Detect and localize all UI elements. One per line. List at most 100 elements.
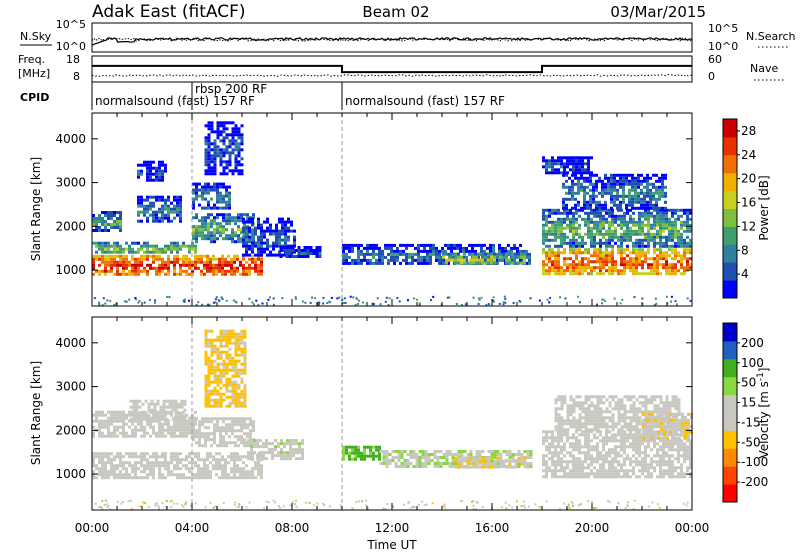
data-cell	[572, 159, 575, 163]
data-cell	[659, 220, 662, 224]
data-cell	[548, 272, 551, 276]
data-cell	[635, 263, 638, 267]
data-cell	[632, 217, 635, 221]
data-cell	[204, 374, 208, 378]
data-cell	[216, 121, 220, 125]
data-cell	[288, 255, 292, 258]
data-cell	[216, 222, 219, 226]
data-cell	[623, 463, 626, 467]
data-cell	[587, 162, 590, 166]
data-cell	[245, 464, 248, 468]
data-cell	[560, 469, 563, 473]
data-cell	[451, 252, 454, 256]
data-cell	[378, 454, 381, 458]
data-cell	[393, 252, 396, 256]
data-cell	[441, 258, 444, 262]
data-cell	[116, 425, 119, 429]
data-cell	[632, 223, 635, 227]
data-cell	[578, 156, 581, 160]
data-cell	[623, 469, 626, 473]
data-cell	[134, 272, 137, 276]
data-cell	[215, 464, 218, 468]
data-cell	[293, 238, 296, 242]
data-cell	[421, 453, 425, 456]
data-cell	[195, 188, 198, 192]
data-cell	[140, 452, 143, 456]
data-cell	[143, 467, 146, 471]
data-cell	[542, 266, 545, 270]
data-cell	[674, 251, 677, 255]
data-cell	[505, 453, 509, 456]
data-cell	[366, 252, 369, 256]
data-cell	[122, 254, 125, 258]
speckle-cell	[166, 296, 169, 299]
data-cell	[505, 465, 509, 469]
data-cell	[658, 206, 661, 210]
data-cell	[631, 173, 634, 177]
data-cell	[318, 252, 322, 255]
data-cell	[137, 172, 140, 176]
data-cell	[348, 246, 351, 250]
data-cell	[638, 226, 641, 230]
data-cell	[206, 470, 209, 474]
data-cell	[489, 243, 492, 247]
data-cell	[101, 257, 104, 261]
colorbar-frame	[722, 118, 738, 299]
data-cell	[225, 160, 229, 164]
data-cell	[225, 216, 228, 220]
data-cell	[113, 223, 116, 226]
data-cell	[171, 399, 175, 403]
data-cell	[98, 226, 101, 229]
data-cell	[234, 335, 238, 339]
speckle-cell	[559, 296, 562, 299]
data-cell	[164, 461, 167, 465]
data-cell	[219, 163, 223, 167]
colorbar-tick-label: 28	[741, 124, 756, 138]
data-cell	[565, 206, 568, 210]
data-cell	[222, 350, 226, 354]
data-cell	[219, 344, 223, 348]
data-cell	[653, 226, 656, 230]
data-cell	[629, 232, 632, 236]
data-cell	[212, 269, 215, 273]
data-cell	[605, 241, 608, 245]
data-cell	[674, 232, 677, 236]
data-cell	[128, 250, 131, 254]
data-cell	[207, 139, 211, 143]
data-cell	[210, 417, 213, 421]
data-cell	[185, 425, 188, 429]
data-cell	[128, 425, 131, 429]
data-cell	[563, 235, 566, 239]
data-cell	[363, 252, 366, 256]
data-cell	[231, 365, 235, 369]
data-cell	[595, 203, 598, 207]
data-cell	[472, 459, 476, 462]
data-cell	[137, 476, 140, 480]
data-cell	[611, 211, 614, 215]
data-cell	[260, 241, 263, 245]
data-cell	[622, 179, 625, 183]
data-cell	[207, 365, 211, 369]
data-cell	[686, 263, 689, 267]
data-cell	[110, 413, 113, 417]
data-cell	[131, 419, 134, 423]
data-cell	[219, 222, 222, 226]
data-cell	[240, 429, 243, 433]
data-cell	[643, 191, 646, 195]
data-cell	[578, 272, 581, 276]
data-cell	[237, 368, 241, 372]
data-cell	[104, 419, 107, 423]
data-cell	[378, 255, 381, 259]
data-cell	[493, 459, 497, 463]
data-cell	[644, 257, 647, 261]
data-cell	[210, 130, 214, 134]
data-cell	[171, 405, 175, 409]
data-cell	[228, 423, 231, 427]
data-cell	[152, 476, 155, 480]
data-cell	[257, 244, 260, 248]
data-cell	[551, 208, 554, 212]
data-cell	[283, 454, 286, 458]
data-cell	[170, 219, 173, 223]
data-cell	[248, 217, 251, 221]
data-cell	[640, 200, 643, 204]
